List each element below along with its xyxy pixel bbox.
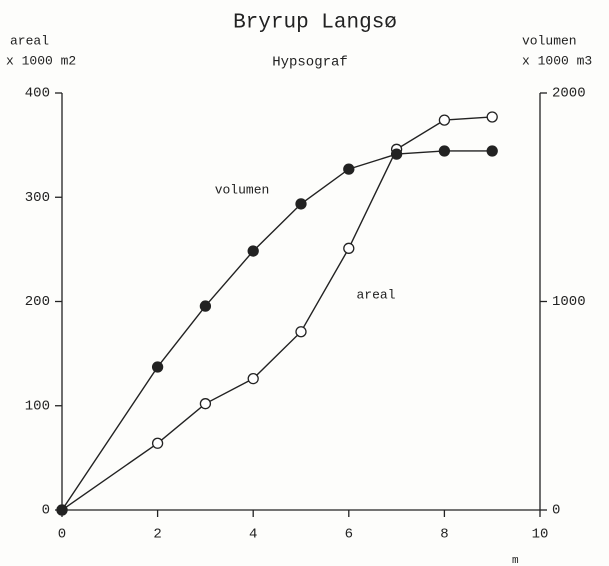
y2-tick-label: 0 bbox=[552, 503, 560, 519]
x-tick-label: 0 bbox=[58, 527, 66, 543]
data-point bbox=[438, 114, 451, 126]
data-point bbox=[247, 372, 259, 385]
series-label: volumen bbox=[215, 182, 270, 197]
y2-axis-label: volumen bbox=[522, 33, 577, 48]
y2-tick-label: 1000 bbox=[552, 294, 586, 310]
data-point bbox=[199, 398, 212, 410]
y-tick-label: 0 bbox=[42, 503, 50, 519]
y-tick-label: 300 bbox=[25, 190, 50, 206]
data-point bbox=[295, 326, 307, 338]
y-tick-label: 400 bbox=[25, 86, 50, 102]
data-point bbox=[343, 163, 355, 175]
data-point bbox=[151, 437, 164, 449]
data-point bbox=[343, 242, 355, 254]
data-point bbox=[390, 148, 403, 160]
data-point bbox=[295, 198, 307, 210]
x-tick-label: 10 bbox=[532, 527, 549, 543]
series-line bbox=[61, 150, 493, 511]
chart-subtitle: Hypsograf bbox=[272, 55, 348, 71]
series-label: areal bbox=[356, 287, 395, 302]
data-point bbox=[151, 361, 164, 373]
series-line bbox=[61, 116, 493, 511]
x-tick-label: 8 bbox=[440, 527, 448, 543]
y-axis-label: areal bbox=[10, 33, 49, 48]
y-axis-unit: x 1000 m2 bbox=[6, 53, 76, 68]
data-point bbox=[486, 111, 498, 123]
chart-title: Bryrup Langsø bbox=[233, 12, 397, 35]
data-point bbox=[486, 145, 498, 157]
y2-axis-unit: x 1000 m3 bbox=[522, 53, 592, 68]
data-point bbox=[438, 145, 451, 157]
y-tick-label: 100 bbox=[25, 398, 50, 414]
x-axis-label: m bbox=[512, 555, 519, 566]
data-point bbox=[199, 300, 212, 312]
x-tick-label: 6 bbox=[345, 527, 353, 543]
x-tick-label: 4 bbox=[249, 527, 257, 543]
y-tick-label: 200 bbox=[25, 294, 50, 310]
y2-tick-label: 2000 bbox=[552, 86, 586, 102]
x-tick-label: 2 bbox=[153, 527, 161, 543]
data-point bbox=[247, 245, 259, 257]
data-point bbox=[56, 504, 68, 516]
